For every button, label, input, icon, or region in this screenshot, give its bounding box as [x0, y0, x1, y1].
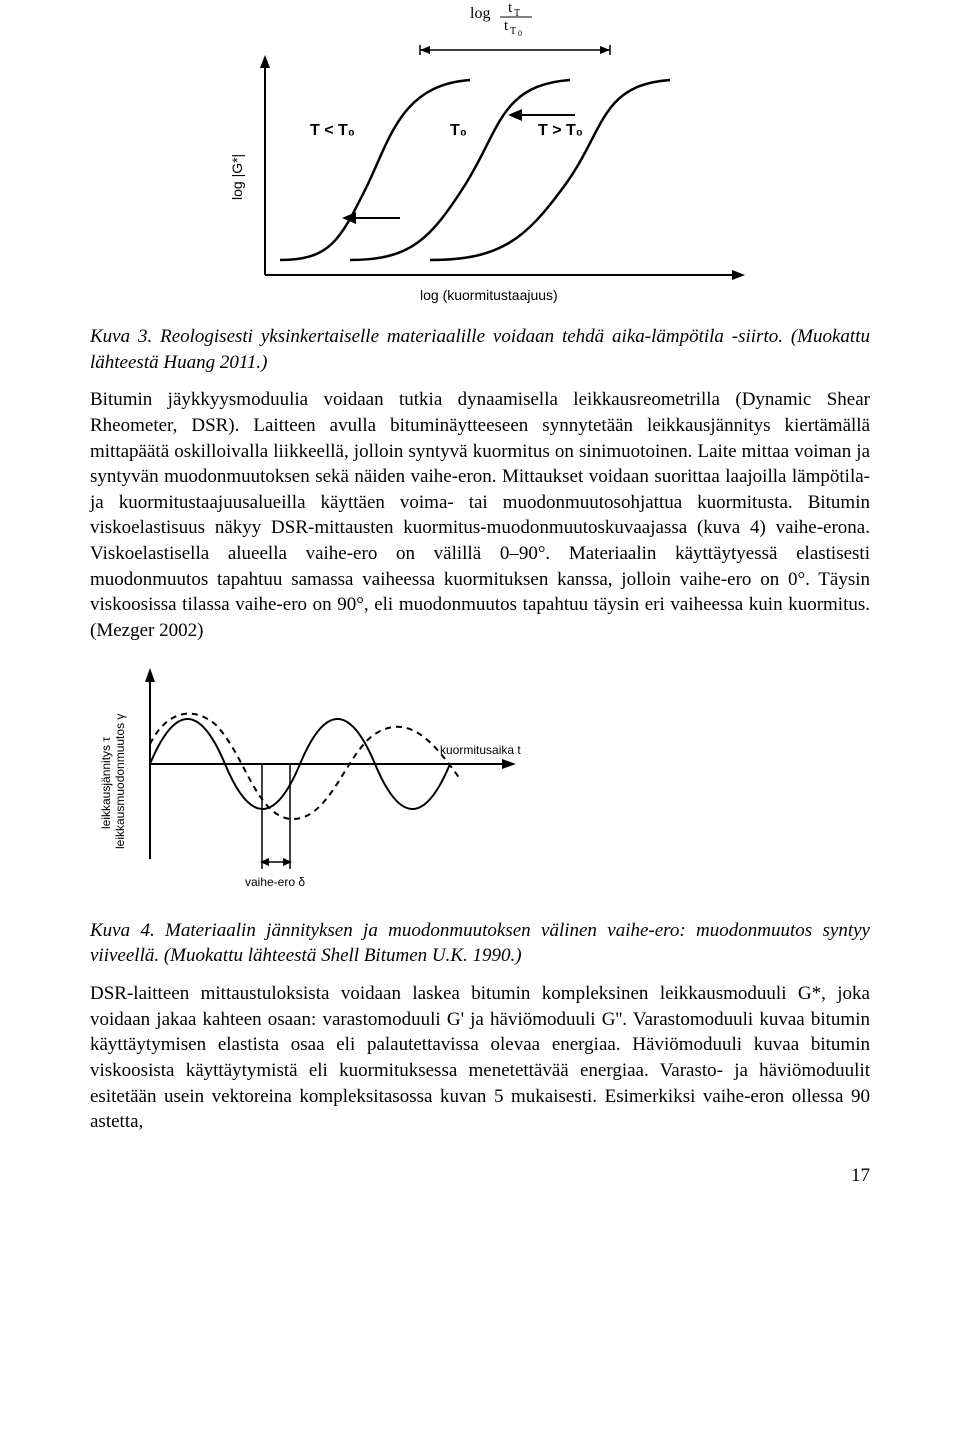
fraction-den-sub2: 0 [518, 29, 522, 38]
dashed-sine [150, 713, 460, 819]
curve-label-2: T₀ [450, 122, 467, 139]
curve-2 [350, 80, 570, 260]
figure-1-caption: Kuva 3. Reologisesti yksinkertaiselle ma… [90, 324, 870, 375]
figure-1-svg: log t T t T 0 log |G*| log (kuormitustaa… [170, 0, 790, 310]
x-axis: log (kuormitustaajuus) [265, 270, 745, 303]
y-axis-label-line2: leikkausmuodonmuutos γ [113, 713, 127, 848]
figure-2-container: leikkausjännitys τ leikkausmuodonmuutos … [90, 654, 870, 904]
figure-2-caption: Kuva 4. Materiaalin jännityksen ja muodo… [90, 918, 870, 969]
y-axis-arrowhead [145, 668, 155, 682]
top-dimension-bracket [420, 45, 610, 55]
page-number: 17 [90, 1165, 870, 1187]
y-axis-label: log |G*| [229, 154, 245, 200]
y-axis: log |G*| [229, 55, 270, 275]
curve-label-1: T < T₀ [310, 122, 355, 139]
curve-3 [430, 80, 670, 260]
curve-label-3: T > T₀ [538, 122, 583, 139]
x-axis-arrowhead [502, 759, 516, 769]
delta-label: vaihe-ero δ [245, 875, 305, 889]
top-axis-label: log t T t T 0 [470, 0, 532, 38]
shift-arrow-left [342, 212, 400, 224]
x-axis-label: kuormitusaika t [440, 743, 521, 757]
fraction-den: t [504, 18, 509, 34]
paragraph-2: DSR-laitteen mittaustuloksista voidaan l… [90, 981, 870, 1135]
figure-2-svg: leikkausjännitys τ leikkausmuodonmuutos … [90, 654, 550, 904]
paragraph-1: Bitumin jäykkyysmoduulia voidaan tutkia … [90, 387, 870, 643]
figure-1-container: log t T t T 0 log |G*| log (kuormitustaa… [90, 0, 870, 310]
x-axis-label: log (kuormitustaajuus) [420, 287, 558, 303]
fraction-den-sub: T [510, 26, 516, 37]
log-label: log [470, 5, 490, 22]
curve-1 [280, 80, 470, 260]
fraction-num: t [508, 0, 513, 16]
y-axis-label-line1: leikkausjännitys τ [99, 736, 113, 828]
shift-arrow-right [508, 109, 575, 121]
